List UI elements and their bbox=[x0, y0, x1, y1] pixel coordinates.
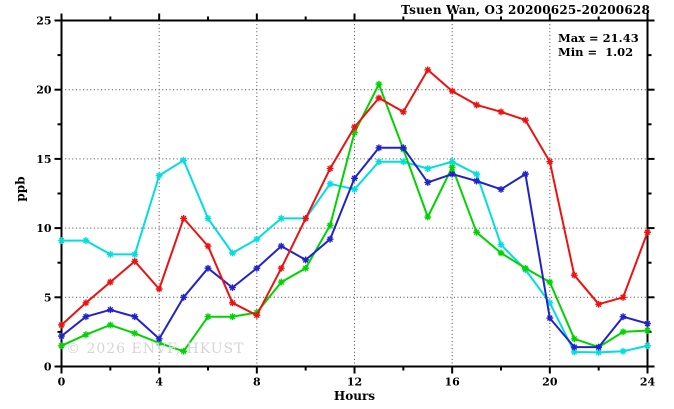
svg-text:0: 0 bbox=[58, 376, 66, 389]
watermark: © 2026 ENVF, HKUST bbox=[66, 341, 245, 357]
chart-title: Tsuen Wan, O3 20200625-20200628 bbox=[401, 3, 650, 17]
svg-text:24: 24 bbox=[640, 376, 656, 389]
max-min-annotation: Max = 21.43 Min = 1.02 bbox=[558, 31, 639, 59]
svg-text:12: 12 bbox=[347, 376, 362, 389]
min-value-label: Min = 1.02 bbox=[558, 45, 634, 59]
svg-text:5: 5 bbox=[44, 291, 52, 304]
svg-text:15: 15 bbox=[36, 153, 51, 166]
svg-text:4: 4 bbox=[155, 376, 163, 389]
svg-text:0: 0 bbox=[44, 361, 52, 374]
max-value-label: Max = 21.43 bbox=[558, 31, 639, 45]
svg-text:25: 25 bbox=[36, 15, 51, 28]
x-axis-label: Hours bbox=[333, 389, 376, 403]
svg-text:16: 16 bbox=[445, 376, 461, 389]
svg-text:8: 8 bbox=[253, 376, 261, 389]
svg-text:20: 20 bbox=[36, 84, 52, 97]
svg-text:20: 20 bbox=[542, 376, 558, 389]
svg-text:10: 10 bbox=[36, 222, 52, 235]
y-axis-label: ppb bbox=[13, 176, 28, 202]
